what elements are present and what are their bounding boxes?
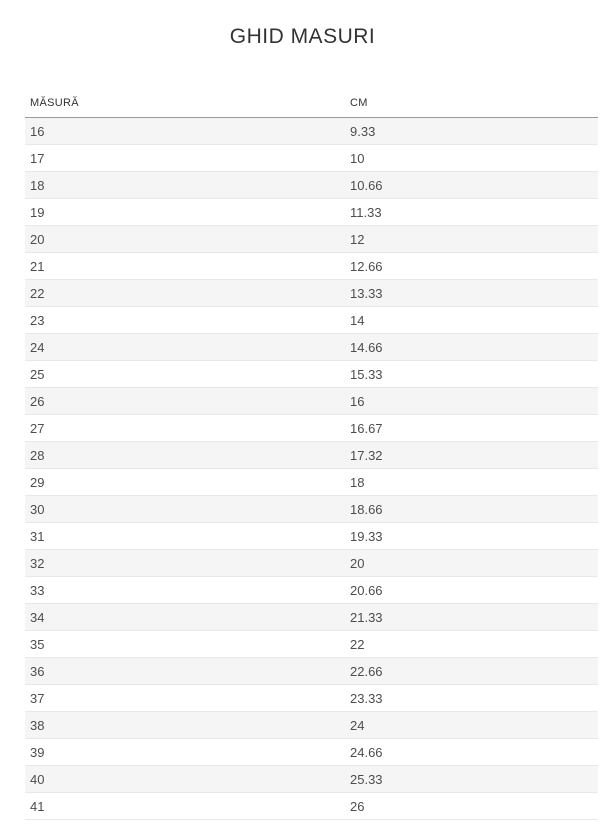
table-row: 19 11.33: [25, 198, 598, 226]
table-row: 25 15.33: [25, 360, 598, 388]
cm-cell: 16: [345, 387, 598, 415]
size-cell: 32: [25, 549, 345, 577]
cm-cell: 24.66: [345, 738, 598, 766]
size-cell: 26: [25, 387, 345, 415]
cm-cell: 25.33: [345, 765, 598, 793]
size-cell: 37: [25, 684, 345, 712]
cm-cell: 10.66: [345, 171, 598, 199]
cm-cell: 17.32: [345, 441, 598, 469]
size-cell: 34: [25, 603, 345, 631]
size-cell: 16: [25, 117, 345, 145]
size-cell: 25: [25, 360, 345, 388]
size-cell: 35: [25, 630, 345, 658]
table-row: 41 26: [25, 792, 598, 820]
cm-cell: 26: [345, 792, 598, 820]
table-row: 20 12: [25, 225, 598, 253]
size-cell: 29: [25, 468, 345, 496]
cm-cell: 19.33: [345, 522, 598, 550]
size-cell: 41: [25, 792, 345, 820]
table-row: 26 16: [25, 387, 598, 415]
size-cell: 27: [25, 414, 345, 442]
table-row: 21 12.66: [25, 252, 598, 280]
cm-cell: 12.66: [345, 252, 598, 280]
page-title: GHID MASURI: [229, 25, 376, 48]
cm-cell: 20.66: [345, 576, 598, 604]
cm-cell: 20: [345, 549, 598, 577]
cm-cell: 24: [345, 711, 598, 739]
cm-cell: 14.66: [345, 333, 598, 361]
table-row: 38 24: [25, 711, 598, 739]
cm-cell: 18.66: [345, 495, 598, 523]
size-cell: 31: [25, 522, 345, 550]
table-row: 31 19.33: [25, 522, 598, 550]
cm-cell: 10: [345, 144, 598, 172]
size-guide-table: MĂSURĂ CM 16 9.33 17 10 18 10.66 19 11.3…: [25, 95, 598, 820]
table-row: 18 10.66: [25, 171, 598, 199]
cm-cell: 15.33: [345, 360, 598, 388]
table-row: 28 17.32: [25, 441, 598, 469]
table-row: 36 22.66: [25, 657, 598, 685]
table-row: 33 20.66: [25, 576, 598, 604]
table-row: 37 23.33: [25, 684, 598, 712]
size-cell: 38: [25, 711, 345, 739]
cm-cell: 21.33: [345, 603, 598, 631]
table-row: 39 24.66: [25, 738, 598, 766]
size-cell: 39: [25, 738, 345, 766]
cm-cell: 22: [345, 630, 598, 658]
table-row: 30 18.66: [25, 495, 598, 523]
size-cell: 21: [25, 252, 345, 280]
size-cell: 36: [25, 657, 345, 685]
size-cell: 24: [25, 333, 345, 361]
column-header-size: MĂSURĂ: [25, 95, 345, 118]
table-row: 40 25.33: [25, 765, 598, 793]
column-header-cm: CM: [345, 95, 598, 118]
table-row: 16 9.33: [25, 117, 598, 145]
size-cell: 17: [25, 144, 345, 172]
table-body: 16 9.33 17 10 18 10.66 19 11.33 20 12: [25, 117, 598, 820]
size-cell: 20: [25, 225, 345, 253]
cm-cell: 22.66: [345, 657, 598, 685]
size-cell: 22: [25, 279, 345, 307]
cm-cell: 9.33: [345, 117, 598, 145]
cm-cell: 23.33: [345, 684, 598, 712]
table-row: 27 16.67: [25, 414, 598, 442]
cm-cell: 14: [345, 306, 598, 334]
size-cell: 28: [25, 441, 345, 469]
size-cell: 40: [25, 765, 345, 793]
table-row: 23 14: [25, 306, 598, 334]
cm-cell: 13.33: [345, 279, 598, 307]
table-header-row: MĂSURĂ CM: [25, 95, 598, 118]
size-cell: 18: [25, 171, 345, 199]
cm-cell: 11.33: [345, 198, 598, 226]
cm-cell: 16.67: [345, 414, 598, 442]
table-row: 29 18: [25, 468, 598, 496]
table-row: 35 22: [25, 630, 598, 658]
table-row: 22 13.33: [25, 279, 598, 307]
size-cell: 19: [25, 198, 345, 226]
size-cell: 23: [25, 306, 345, 334]
size-cell: 30: [25, 495, 345, 523]
table-row: 17 10: [25, 144, 598, 172]
table-header: MĂSURĂ CM: [25, 95, 598, 118]
size-cell: 33: [25, 576, 345, 604]
cm-cell: 18: [345, 468, 598, 496]
table-row: 32 20: [25, 549, 598, 577]
table-row: 34 21.33: [25, 603, 598, 631]
cm-cell: 12: [345, 225, 598, 253]
table-row: 24 14.66: [25, 333, 598, 361]
